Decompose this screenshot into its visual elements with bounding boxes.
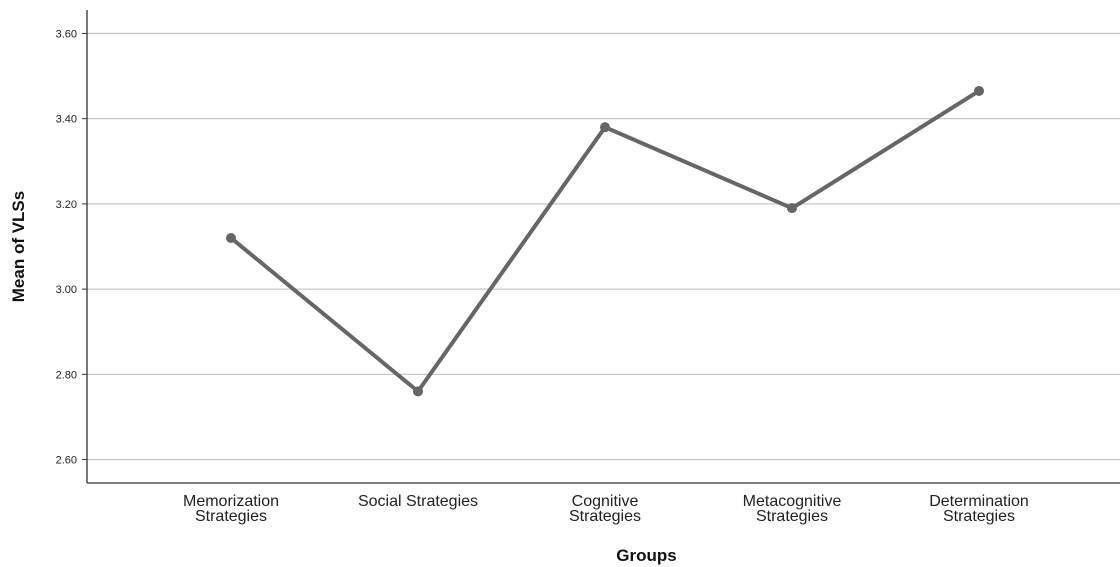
x-category-label: Metacognitive Strategies: [743, 493, 842, 525]
x-category-label: Social Strategies: [358, 493, 478, 510]
y-tick-labels: 2.60 2.80 3.00 3.20 3.40 3.60: [56, 28, 77, 466]
data-point: [413, 386, 423, 397]
y-tick-label: 3.20: [56, 199, 77, 211]
series-line-path: [229, 88, 981, 394]
y-axis-title: Mean of VLSs: [9, 191, 28, 302]
data-point: [787, 203, 797, 214]
series-line: [229, 88, 981, 394]
x-category-label-line: Cognitive: [572, 493, 639, 510]
y-tick-label: 3.00: [56, 284, 77, 296]
y-tick-label: 2.80: [56, 369, 77, 381]
x-category-label-line: Metacognitive: [743, 493, 842, 510]
x-category-label-line: Strategies: [756, 508, 828, 525]
y-tick-label: 3.60: [56, 28, 77, 40]
x-category-label-line: Strategies: [195, 508, 267, 525]
x-category-label: Memorization Strategies: [183, 493, 279, 525]
data-point: [600, 122, 610, 133]
y-tick-label: 2.60: [56, 455, 77, 467]
x-category-label-line: Memorization: [183, 493, 279, 510]
gridlines: [82, 32, 1120, 461]
series-points: [226, 85, 984, 397]
y-tick-label: 3.40: [56, 114, 77, 126]
x-category-label-line: Social Strategies: [358, 493, 478, 510]
x-category-label-line: Determination: [929, 493, 1029, 510]
data-point: [226, 232, 236, 243]
x-category-label-line: Strategies: [569, 508, 641, 525]
axes: [86, 10, 1120, 484]
x-category-label-line: Strategies: [943, 508, 1015, 525]
data-point: [974, 85, 984, 96]
x-axis-title: Groups: [616, 546, 676, 565]
x-category-label: Determination Strategies: [929, 493, 1029, 525]
x-category-label: Cognitive Strategies: [569, 493, 641, 525]
